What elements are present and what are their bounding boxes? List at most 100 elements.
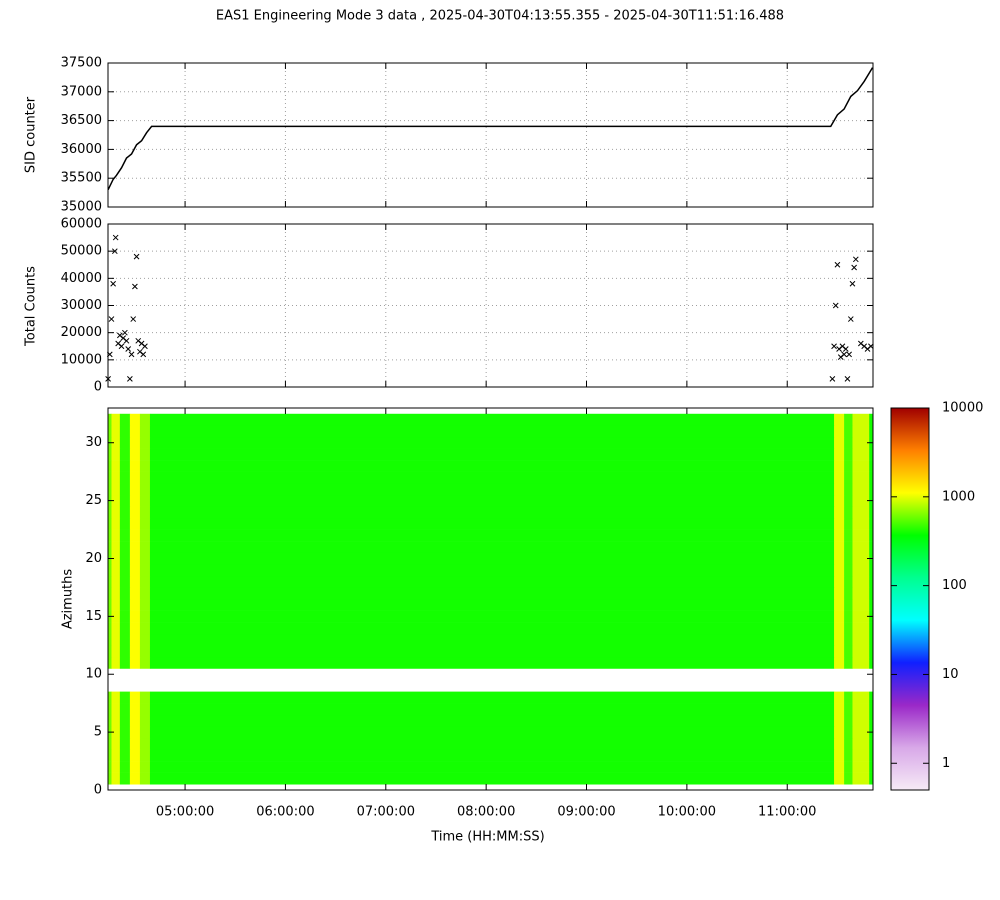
point bbox=[128, 351, 135, 358]
heatmap-cell bbox=[149, 737, 835, 750]
heatmap-cell bbox=[129, 599, 141, 611]
heatmap-cell bbox=[129, 471, 141, 484]
heatmap-cell bbox=[869, 541, 874, 553]
point bbox=[108, 316, 115, 322]
point bbox=[118, 343, 125, 350]
heatmap-cell bbox=[129, 633, 141, 646]
heatmap-cell bbox=[111, 599, 121, 611]
heatmap-cell bbox=[852, 737, 870, 750]
heatmap-cell bbox=[149, 749, 835, 762]
heatmap-cell bbox=[111, 483, 121, 496]
heatmap-cell bbox=[869, 749, 874, 762]
x-tick-label: 09:00:00 bbox=[557, 805, 615, 820]
heatmap-cell bbox=[129, 772, 141, 785]
heatmap-cell bbox=[129, 714, 141, 727]
heatmap-cell bbox=[834, 436, 845, 449]
heatmap-cell bbox=[844, 529, 853, 542]
heatmap-cell bbox=[119, 703, 131, 716]
y-tick-label: 35500 bbox=[61, 171, 102, 186]
heatmap-cell bbox=[834, 587, 845, 600]
heatmap-cell bbox=[129, 610, 141, 623]
heatmap-cell bbox=[852, 552, 870, 565]
heatmap-cell bbox=[111, 564, 121, 577]
heatmap-cell bbox=[119, 772, 131, 785]
heatmap-cell bbox=[852, 749, 870, 762]
heatmap-cell bbox=[139, 645, 151, 658]
heatmap-cell bbox=[111, 714, 121, 727]
heatmap-cell bbox=[119, 599, 131, 611]
heatmap-cell bbox=[119, 622, 131, 635]
heatmap-cell bbox=[149, 494, 835, 507]
heatmap-cell bbox=[834, 529, 845, 542]
heatmap-cell bbox=[844, 622, 853, 635]
x-tick-label: 06:00:00 bbox=[256, 805, 314, 820]
y-tick-label: 40000 bbox=[61, 271, 102, 286]
y-tick-label: 30000 bbox=[61, 298, 102, 313]
heatmap-cell bbox=[844, 506, 853, 519]
y-tick-label: 50000 bbox=[61, 244, 102, 259]
heatmap-cell bbox=[108, 425, 112, 438]
heatmap-cell bbox=[869, 656, 874, 669]
heatmap-cell bbox=[149, 436, 835, 449]
heatmap-cell bbox=[149, 506, 835, 519]
heatmap-cell bbox=[111, 622, 121, 635]
heatmap-cell bbox=[834, 726, 845, 739]
heatmap-cell bbox=[844, 425, 853, 438]
heatmap-cell bbox=[111, 737, 121, 750]
heatmap-cell bbox=[149, 413, 835, 426]
heatmap-cell bbox=[869, 471, 874, 484]
plot-frame bbox=[107, 407, 874, 791]
heatmap-cell bbox=[111, 575, 121, 588]
heatmap-cell bbox=[149, 552, 835, 565]
y-tick-label: 10000 bbox=[61, 352, 102, 367]
heatmap-cell bbox=[129, 483, 141, 496]
heatmap-cell bbox=[844, 436, 853, 449]
heatmap-cell bbox=[844, 633, 853, 646]
heatmap-cell bbox=[844, 517, 853, 530]
heatmap-cell bbox=[869, 564, 874, 577]
heatmap-cell bbox=[139, 460, 151, 472]
heatmap-cell bbox=[149, 691, 835, 704]
point bbox=[122, 329, 128, 336]
heatmap-cell bbox=[108, 749, 112, 762]
point bbox=[851, 264, 857, 271]
heatmap-cell bbox=[119, 460, 131, 472]
heatmap-cell bbox=[111, 541, 121, 553]
heatmap-cell bbox=[108, 645, 112, 658]
y-tick-label: 20 bbox=[85, 551, 102, 566]
heatmap-cell bbox=[869, 448, 874, 461]
heatmap-cell bbox=[129, 691, 141, 704]
heatmap-cell bbox=[111, 436, 121, 449]
heatmap-cell bbox=[852, 599, 870, 611]
heatmap-cell bbox=[111, 471, 121, 484]
heatmap-cell bbox=[869, 413, 874, 426]
heatmap-cell bbox=[149, 772, 835, 785]
heatmap-cell bbox=[119, 541, 131, 553]
heatmap-cell bbox=[139, 483, 151, 496]
heatmap-cell bbox=[869, 575, 874, 588]
heatmap-cell bbox=[139, 436, 151, 449]
heatmap-cell bbox=[108, 691, 112, 704]
heatmap-cell bbox=[869, 737, 874, 750]
heatmap-cell bbox=[834, 737, 845, 750]
heatmap-cell bbox=[108, 564, 112, 577]
heatmap-cell bbox=[129, 413, 141, 426]
heatmap-cell bbox=[111, 587, 121, 600]
heatmap-cell bbox=[834, 749, 845, 762]
heatmap-cell bbox=[139, 587, 151, 600]
heatmap-cell bbox=[108, 529, 112, 542]
heatmap-cell bbox=[139, 506, 151, 519]
heatmap-cell bbox=[111, 703, 121, 716]
heatmap-cell bbox=[119, 483, 131, 496]
heatmap-cell bbox=[869, 587, 874, 600]
heatmap-cell bbox=[834, 633, 845, 646]
heatmap-cell bbox=[852, 645, 870, 658]
heatmap-cell bbox=[108, 587, 112, 600]
heatmap-cell bbox=[111, 413, 121, 426]
heatmap-cell bbox=[119, 645, 131, 658]
y-axis-label: Azimuths bbox=[61, 569, 76, 630]
heatmap-cell bbox=[108, 737, 112, 750]
heatmap-cell bbox=[852, 460, 870, 472]
heatmap-cell bbox=[834, 460, 845, 472]
heatmap-cell bbox=[844, 691, 853, 704]
